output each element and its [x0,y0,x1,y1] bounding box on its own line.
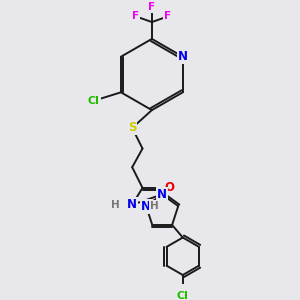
Text: N: N [141,200,151,213]
Text: O: O [165,182,175,194]
Text: N: N [178,50,188,63]
Text: H: H [150,201,159,211]
Text: H: H [111,200,120,210]
Text: N: N [157,188,167,201]
Text: F: F [132,11,140,21]
Text: N: N [127,198,137,211]
Text: Cl: Cl [88,96,100,106]
Text: F: F [148,2,155,12]
Text: S: S [128,122,136,134]
Text: Cl: Cl [177,291,189,300]
Text: F: F [164,11,171,21]
